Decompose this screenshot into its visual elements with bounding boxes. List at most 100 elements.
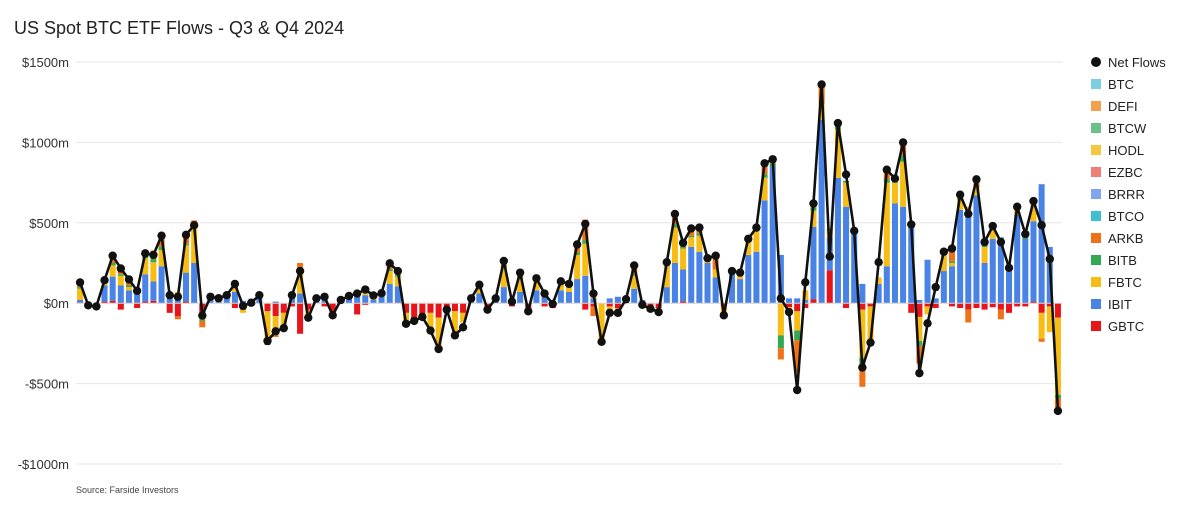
net-flows-point	[418, 312, 427, 322]
bar-segment-gbtc	[272, 303, 279, 317]
bar-segment-gbtc	[1054, 303, 1061, 318]
bar-segment-fbtc	[867, 306, 874, 344]
net-flows-point	[540, 289, 549, 298]
net-flows-point	[393, 266, 403, 276]
bar-segment-ibit	[150, 281, 157, 301]
y-tick-label: $0m	[44, 296, 69, 311]
y-axis-ticks: $1500m $1000m $500m $0m -$500m -$1000m	[18, 55, 69, 472]
bar-segment-fbtc	[386, 271, 393, 284]
bar-segment-gbtc	[981, 303, 988, 310]
legend-label: BRRR	[1108, 187, 1145, 202]
bar-segment-gbtc	[1014, 303, 1021, 307]
legend-label: Net Flows	[1108, 55, 1166, 70]
bar-segment-fbtc	[810, 210, 817, 227]
bar-segment-ibit	[272, 301, 279, 304]
bar-segment-fbtc	[753, 230, 760, 252]
bar-segment-ibit	[989, 238, 996, 304]
bar-segment-bitb	[150, 258, 157, 263]
bar-segment-ibit	[908, 226, 915, 304]
bar-segment-gbtc	[109, 300, 116, 304]
bar-segment-ibit	[712, 277, 719, 304]
legend-label: DEFI	[1108, 99, 1138, 114]
net-flows-point	[263, 336, 272, 346]
bar-segment-gbtc	[859, 303, 866, 310]
bar-segment-ibit	[810, 226, 817, 300]
bar-segment-bitb	[574, 252, 581, 255]
bar-segment-fbtc	[875, 277, 882, 284]
bar-segment-fbtc	[777, 303, 784, 336]
bar-segment-fbtc	[500, 267, 507, 288]
net-flows-point	[124, 275, 134, 284]
legend-swatch	[1091, 79, 1101, 89]
net-flows-point	[703, 253, 712, 263]
net-flows-point	[776, 294, 786, 303]
bar-segment-gbtc	[720, 303, 727, 307]
net-flows-point	[890, 174, 900, 183]
bar-segment-gbtc	[142, 301, 149, 304]
bar-segment-arkb	[272, 335, 279, 337]
net-flows-point	[222, 290, 231, 300]
net-flows-point	[801, 278, 810, 287]
y-tick-label: -$1000m	[18, 457, 69, 472]
bar-segment-ibit	[354, 296, 361, 304]
bar-segment-gbtc	[997, 303, 1004, 310]
net-flows-point	[638, 300, 647, 310]
bar-segment-gbtc	[329, 303, 336, 317]
bar-segment-ibit	[476, 293, 483, 304]
bar-segment-fbtc	[883, 182, 890, 267]
net-flows-point	[744, 234, 753, 244]
bar-segment-ibit	[671, 263, 678, 304]
bar-segment-gbtc	[403, 303, 410, 313]
bar-segment-gbtc	[843, 303, 850, 309]
bar-segment-ibit	[631, 288, 638, 304]
bar-segment-gbtc	[932, 303, 939, 309]
bar-segment-fbtc	[1030, 201, 1037, 222]
bar-segment-fbtc	[476, 288, 483, 294]
net-flows-point	[980, 237, 989, 247]
net-flows-point	[858, 363, 867, 372]
bar-segment-ibit	[843, 206, 850, 304]
net-flows-point	[328, 311, 337, 320]
bar-segment-arkb	[125, 282, 132, 286]
net-flows-point	[198, 311, 207, 320]
bar-segment-arkb	[965, 309, 972, 323]
net-flows-point	[613, 308, 623, 318]
bar-segment-ibit	[288, 298, 295, 304]
net-flows-point	[605, 308, 614, 318]
bar-segment-ibit	[533, 290, 540, 304]
bar-segment-ibit	[1022, 238, 1029, 304]
net-flows-point	[141, 249, 150, 258]
bar-segment-arkb	[948, 248, 956, 262]
net-flows-line	[75, 80, 1063, 416]
legend-swatch	[1091, 299, 1101, 309]
net-flows-point	[344, 291, 354, 301]
net-flows-point	[964, 209, 973, 219]
net-flows-point	[92, 302, 101, 311]
bar-segment-ibit	[1014, 214, 1021, 304]
bar-segment-gbtc	[965, 303, 972, 310]
bar-segment-fbtc	[517, 277, 524, 292]
bar-segment-fbtc	[574, 254, 581, 280]
bar-segment-ibit	[394, 286, 401, 303]
bar-segment-gbtc	[802, 303, 809, 309]
net-flows-point	[1053, 406, 1063, 416]
net-flows-point	[320, 292, 329, 301]
bar-segment-gbtc	[354, 303, 361, 315]
bar-segment-fbtc	[680, 248, 687, 270]
bar-segment-fbtc	[191, 227, 198, 263]
bar-segment-ibit	[957, 209, 964, 304]
net-flows-point	[157, 231, 166, 240]
legend-swatch	[1091, 101, 1101, 111]
net-flows-point	[711, 251, 720, 260]
bar-segment-gbtc	[614, 303, 621, 309]
bar-segment-ibit	[606, 298, 613, 304]
bar-segment-bitb	[199, 319, 206, 321]
bar-segment-fbtc	[843, 182, 850, 207]
net-flows-point	[735, 268, 745, 277]
net-flows-point	[173, 292, 183, 301]
bar-segment-gbtc	[989, 303, 996, 308]
bar-segment-gbtc	[134, 303, 141, 309]
bar-segment-ibit	[565, 291, 573, 304]
bar-segment-bitb	[582, 240, 589, 244]
